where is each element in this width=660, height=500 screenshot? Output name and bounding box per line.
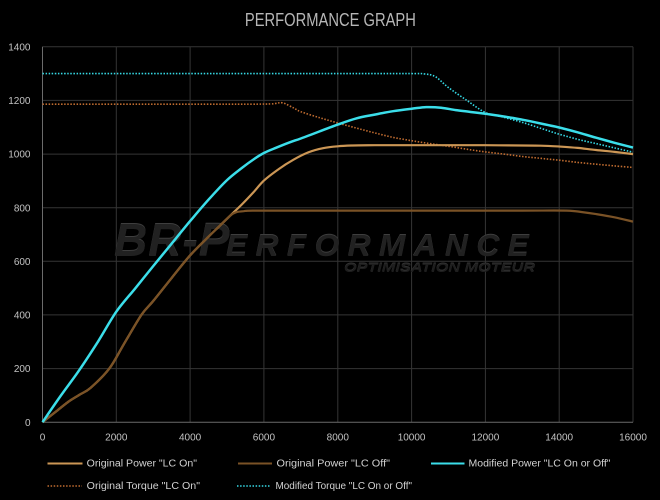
svg-text:1200: 1200 [8, 96, 31, 107]
svg-text:Original Torque "LC On": Original Torque "LC On" [87, 481, 201, 492]
svg-text:200: 200 [14, 364, 31, 375]
svg-text:ERFORMANCE: ERFORMANCE [226, 228, 537, 263]
svg-text:2000: 2000 [105, 433, 128, 444]
svg-text:1400: 1400 [8, 42, 31, 53]
svg-text:Modified Torque "LC On or Off": Modified Torque "LC On or Off" [276, 481, 413, 492]
svg-text:Original Power "LC On": Original Power "LC On" [87, 459, 198, 470]
svg-text:800: 800 [14, 203, 31, 214]
svg-text:OPTIMISATION MOTEUR: OPTIMISATION MOTEUR [344, 262, 536, 274]
svg-text:BR-P: BR-P [114, 214, 230, 266]
svg-text:600: 600 [14, 257, 31, 268]
svg-text:400: 400 [14, 311, 31, 322]
svg-text:4000: 4000 [179, 433, 202, 444]
svg-text:PERFORMANCE GRAPH: PERFORMANCE GRAPH [245, 9, 416, 30]
svg-text:0: 0 [25, 418, 31, 429]
svg-text:BR-P: BR-P [114, 213, 230, 265]
svg-text:0: 0 [40, 433, 46, 444]
svg-text:14000: 14000 [545, 433, 573, 444]
svg-text:1000: 1000 [8, 150, 31, 161]
svg-text:16000: 16000 [619, 433, 647, 444]
svg-text:OPTIMISATION MOTEUR: OPTIMISATION MOTEUR [344, 263, 536, 275]
svg-text:8000: 8000 [327, 433, 350, 444]
svg-text:10000: 10000 [398, 433, 426, 444]
svg-text:Modified Power "LC On or Off": Modified Power "LC On or Off" [469, 459, 611, 470]
svg-text:6000: 6000 [253, 433, 276, 444]
svg-text:ERFORMANCE: ERFORMANCE [226, 227, 537, 262]
svg-text:12000: 12000 [471, 433, 499, 444]
svg-text:Original Power "LC Off": Original Power "LC Off" [277, 459, 391, 470]
